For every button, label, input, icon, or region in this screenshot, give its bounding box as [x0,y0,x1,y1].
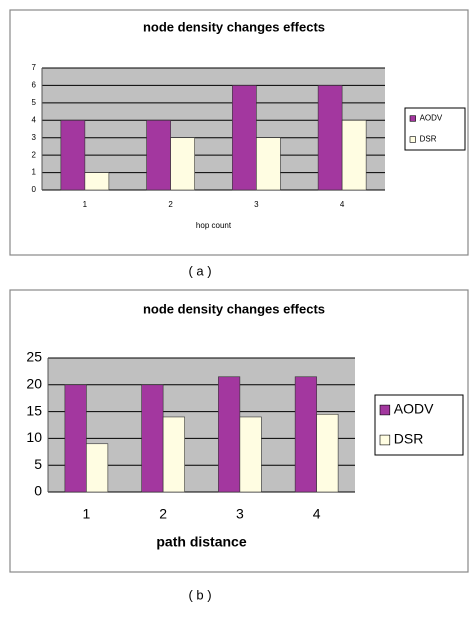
y-tick-label: 4 [32,115,37,124]
y-tick-label: 20 [26,376,42,392]
x-tick-label: 4 [340,200,345,209]
legend-box [404,107,466,151]
bar [60,119,86,191]
y-tick-label: 0 [34,483,42,499]
caption: ( b ) [188,587,211,602]
y-tick-label: 10 [26,429,42,445]
legend-swatch [409,115,416,122]
y-tick-label: 3 [32,133,37,142]
y-tick-label: 15 [26,402,42,418]
legend-label: AODV [394,401,434,417]
legend-swatch [379,434,391,446]
bar [239,416,262,493]
x-axis-title: hop count [196,221,232,230]
bar [64,384,87,493]
y-tick-label: 7 [32,63,37,72]
y-tick-label: 5 [34,456,42,472]
y-tick-label: 0 [32,185,37,194]
legend-label: AODV [420,114,443,123]
bar [256,137,281,191]
x-tick-label: 1 [83,200,88,209]
y-tick-label: 1 [32,168,37,177]
x-tick-label: 4 [313,506,321,522]
bar [317,85,343,191]
x-tick-label: 2 [168,200,173,209]
chart-title: node density changes effects [143,301,325,316]
y-tick-label: 6 [32,81,37,90]
legend-label: DSR [394,431,424,447]
bar [170,137,195,191]
bar [86,443,109,493]
bar [294,376,317,493]
bar [141,384,164,493]
legend-label: DSR [420,135,437,144]
x-axis-title: path distance [156,534,246,550]
bar [341,119,367,191]
y-tick-label: 5 [32,98,37,107]
bar [84,172,110,191]
bar [162,416,185,493]
legend-swatch [379,404,391,416]
bar [316,413,339,493]
bar [146,119,171,191]
x-tick-label: 3 [236,506,244,522]
y-tick-label: 2 [32,150,37,159]
legend-swatch [409,136,416,143]
x-tick-label: 1 [82,506,90,522]
caption: ( a ) [188,263,211,278]
x-tick-label: 2 [159,506,167,522]
bar [218,376,241,493]
x-tick-label: 3 [254,200,259,209]
y-tick-label: 25 [26,349,42,365]
bar [232,85,257,191]
chart-title: node density changes effects [143,19,325,34]
